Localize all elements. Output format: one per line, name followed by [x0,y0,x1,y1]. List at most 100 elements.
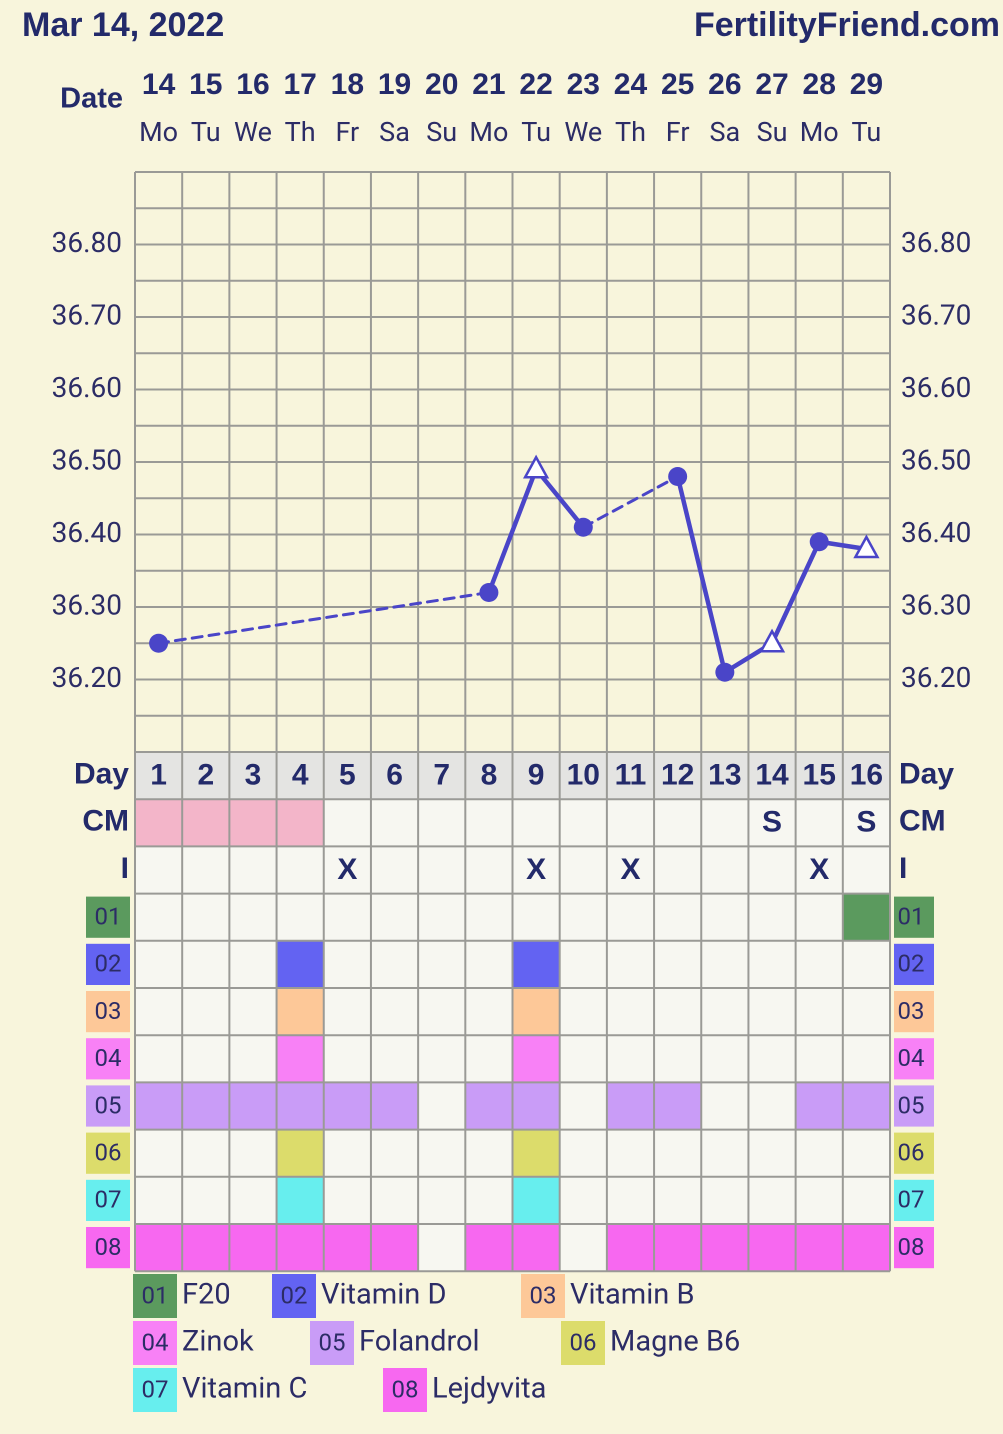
supplement-cell [512,940,560,988]
supplement-cell [701,1224,749,1272]
supplement-cell [654,1082,702,1130]
code-label: 04 [95,1044,122,1072]
code-label: 02 [95,950,122,978]
code-box [86,1038,130,1080]
supplement-cell [276,1035,324,1083]
cycle-day: 14 [755,759,789,792]
supplement-cell [229,1082,277,1130]
y-tick-label: 36.80 [52,226,122,259]
weekday-label: Tu [852,116,882,148]
date-label: 23 [567,68,600,101]
legend-name: Folandrol [359,1325,480,1359]
y-tick-label-right: 36.70 [901,298,971,331]
code-box [86,943,130,985]
supplement-cell [276,1082,324,1130]
date-label: 27 [755,68,788,101]
weekday-label: Mo [139,116,178,148]
supplement-cell [182,1224,230,1272]
temperature-segment [581,475,680,529]
y-tick-label-right: 36.30 [901,588,971,621]
weekday-label: We [564,116,602,148]
supplement-cell [606,1224,655,1272]
code-label-right: 03 [898,997,925,1025]
code-box [86,1179,130,1221]
supplement-cell [182,1082,230,1130]
period-cell [229,799,277,847]
weekday-label: Sa [379,116,410,148]
day-label-right: Day [899,758,954,791]
date-label: 29 [850,68,883,101]
code-label-right: 02 [898,950,925,978]
code-box-right [894,1227,934,1269]
legend-name: Vitamin D [321,1278,447,1312]
legend-code: 05 [319,1328,346,1356]
code-label-right: 05 [898,1091,925,1119]
code-label-right: 04 [898,1044,925,1072]
i-label: I [121,852,129,885]
code-box [86,896,130,938]
cycle-day: 8 [481,759,498,792]
supplement-cell [842,1082,890,1130]
y-tick-label: 36.40 [52,516,122,549]
intercourse-entry: X [526,853,546,886]
supplement-cell [795,1082,843,1130]
code-box-right [894,896,934,938]
temperature-point [149,633,169,653]
legend-code: 03 [530,1281,557,1309]
legend-name: Vitamin C [182,1372,307,1406]
code-label-right: 07 [898,1186,925,1214]
temperature-point [573,517,593,537]
code-box-right [894,1038,934,1080]
temperature-segment [157,591,491,645]
supplement-cell [276,940,324,988]
y-tick-label-right: 36.50 [901,443,971,476]
code-box-right [894,1132,934,1174]
cycle-day: 4 [292,759,309,792]
date-label: 15 [189,68,222,101]
code-box [86,1085,130,1127]
legend-code: 02 [281,1281,308,1309]
cm-entry: S [856,806,876,839]
cycle-day: 11 [615,759,647,792]
temperature-segment [675,474,728,675]
chart-title: Mar 14, 2022 [22,6,224,44]
code-box [86,991,130,1033]
period-cell [135,799,183,847]
date-label: 21 [472,68,505,101]
code-label-right: 01 [898,903,925,931]
temperature-segment [769,539,822,646]
supplement-cell [512,988,560,1036]
supplement-cell [370,1082,419,1130]
y-tick-label: 36.60 [52,371,122,404]
supplement-cell [323,1224,371,1272]
legend-swatch [272,1274,316,1318]
temperature-segment [486,467,539,595]
code-box-right [894,991,934,1033]
weekday-label: Mo [800,116,839,148]
supplement-cell [135,1224,183,1272]
site-name: FertilityFriend.com [694,6,1000,44]
code-label: 06 [95,1139,122,1167]
cm-entry: S [762,806,782,839]
legend-name: Vitamin B [570,1278,695,1312]
cycle-day: 7 [433,759,450,792]
legend-swatch [133,1274,177,1318]
weekday-label: Mo [469,116,508,148]
date-label: 25 [661,68,694,101]
date-label: 20 [425,68,458,101]
cm-label-right: CM [899,805,946,838]
supplement-cell [465,1224,513,1272]
intercourse-entry: X [337,853,357,886]
date-label: 22 [519,68,552,101]
date-label: 24 [614,68,648,101]
legend-code: 06 [570,1328,597,1356]
supplement-cell [276,1129,324,1177]
legend-swatch [521,1274,565,1318]
day-label: Day [74,758,129,791]
code-box-right [894,1179,934,1221]
y-tick-label-right: 36.40 [901,516,971,549]
legend-name: Zinok [182,1325,254,1359]
date-label: 28 [803,68,836,101]
